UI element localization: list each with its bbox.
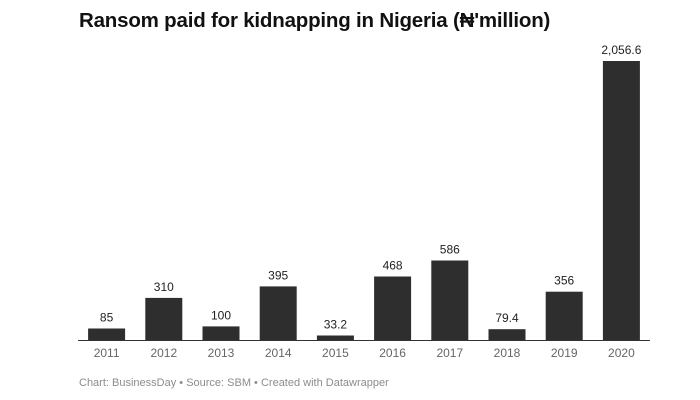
bar-2019 bbox=[545, 291, 583, 340]
x-tick-label-2017: 2017 bbox=[436, 346, 463, 360]
bar-2011 bbox=[88, 328, 126, 340]
footer-separator: • bbox=[251, 377, 261, 389]
value-label-2011: 85 bbox=[100, 311, 114, 325]
value-label-2016: 468 bbox=[383, 259, 403, 273]
x-tick-label-2011: 2011 bbox=[94, 346, 120, 360]
chart-tool-credit: Created with Datawrapper bbox=[260, 377, 389, 389]
x-tick-label-2014: 2014 bbox=[265, 346, 292, 360]
value-label-2018: 79.4 bbox=[495, 311, 519, 325]
chart-title: Ransom paid for kidnapping in Nigeria (₦… bbox=[79, 9, 551, 32]
x-tick-label-2018: 2018 bbox=[494, 346, 521, 360]
bar-2016 bbox=[374, 276, 412, 340]
value-label-2020: 2,056.6 bbox=[601, 43, 641, 57]
footer-separator: • bbox=[176, 377, 187, 389]
x-tick-label-2012: 2012 bbox=[150, 346, 177, 360]
bar-2020 bbox=[602, 61, 640, 340]
x-tick-label-2015: 2015 bbox=[322, 346, 349, 360]
bar-2015 bbox=[316, 335, 354, 340]
bar-2017 bbox=[431, 260, 469, 340]
x-tick-label-2016: 2016 bbox=[379, 346, 406, 360]
value-label-2019: 356 bbox=[554, 274, 574, 288]
x-tick-label-2019: 2019 bbox=[551, 346, 578, 360]
value-label-2017: 586 bbox=[440, 243, 460, 257]
value-label-2015: 33.2 bbox=[324, 318, 348, 332]
value-label-2012: 310 bbox=[154, 280, 174, 294]
chart-source: Source: SBM bbox=[186, 377, 251, 389]
bars-layer: 85 2011 310 2012 100 2013 395 2014 33.2 2015 468 20… bbox=[88, 43, 642, 360]
value-label-2014: 395 bbox=[268, 268, 288, 282]
chart-credit: Chart: BusinessDay bbox=[79, 377, 177, 389]
chart-footer: Chart: BusinessDay • Source: SBM • Creat… bbox=[79, 377, 389, 389]
value-label-2013: 100 bbox=[211, 308, 231, 322]
x-tick-label-2013: 2013 bbox=[208, 346, 235, 360]
bar-2014 bbox=[259, 286, 297, 340]
bar-2013 bbox=[202, 326, 240, 340]
x-tick-label-2020: 2020 bbox=[608, 346, 635, 360]
bar-2012 bbox=[145, 297, 183, 340]
bar-chart: 85 2011 310 2012 100 2013 395 2014 33.2 2015 468 20… bbox=[78, 43, 650, 360]
bar-2018 bbox=[488, 329, 526, 340]
